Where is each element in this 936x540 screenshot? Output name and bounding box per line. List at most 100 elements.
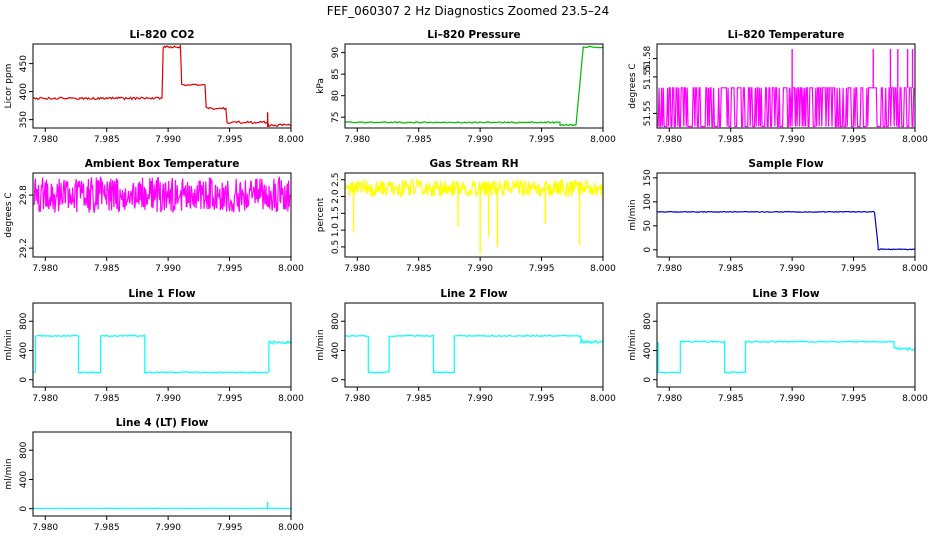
x-tick-label: 8.000 xyxy=(278,264,304,274)
panel-line2: Line 2 Flow 7.980 7.985 7.990 7.995 8.000 0 400… xyxy=(316,288,616,404)
x-tick-label: 7.995 xyxy=(217,264,243,274)
x-tick-label: 7.990 xyxy=(467,135,493,145)
x-tick-label: 8.000 xyxy=(278,394,304,404)
x-tick-label: 7.985 xyxy=(718,135,744,145)
y-tick-label: 50 xyxy=(643,220,653,232)
y-tick-label: 400 xyxy=(19,342,29,359)
y-tick-label: 2.0 xyxy=(331,189,341,204)
y-tick-label: 29.8 xyxy=(19,185,29,205)
plot-frame xyxy=(344,172,604,258)
x-tick-label: 8.000 xyxy=(278,523,304,533)
y-axis-label: ml/min xyxy=(628,199,638,230)
plot-frame xyxy=(656,43,916,129)
x-tick-label: 7.980 xyxy=(344,394,370,404)
series-line xyxy=(656,210,916,251)
y-axis-label: kPa xyxy=(316,78,326,94)
x-tick-label: 7.995 xyxy=(841,394,867,404)
x-tick-label: 8.000 xyxy=(278,135,304,145)
series-line xyxy=(33,175,291,214)
x-tick-label: 7.990 xyxy=(779,394,805,404)
y-tick-label: 800 xyxy=(19,312,29,329)
panel-co2: Li–820 CO2 7.980 7.985 7.990 7.995 8.000 350 40… xyxy=(4,29,304,145)
y-tick-label: 800 xyxy=(643,312,653,329)
y-axis-label: degrees C xyxy=(628,63,638,108)
panel-line1: Line 1 Flow 7.980 7.985 7.990 7.995 8.000 0 400… xyxy=(4,288,304,404)
series-line xyxy=(32,44,292,128)
panel-title: Line 4 (LT) Flow xyxy=(116,417,209,429)
y-tick-label: 1.5 xyxy=(331,206,341,220)
x-tick-label: 7.980 xyxy=(656,264,682,274)
x-tick-label: 7.990 xyxy=(467,394,493,404)
panel-title: Line 1 Flow xyxy=(128,288,195,300)
x-tick-label: 7.995 xyxy=(529,264,555,274)
y-tick-label: 350 xyxy=(19,111,29,128)
y-tick-label: 400 xyxy=(19,83,29,100)
y-axis-label: degrees C xyxy=(4,192,14,237)
panel-title: Li–820 Temperature xyxy=(728,29,845,41)
x-tick-label: 7.995 xyxy=(217,135,243,145)
y-axis-label: ml/min xyxy=(4,458,14,489)
y-axis-label: ml/min xyxy=(628,329,638,360)
series-line xyxy=(657,87,915,128)
panel-title: Line 3 Flow xyxy=(752,288,819,300)
x-tick-label: 7.980 xyxy=(32,394,58,404)
plot-frame xyxy=(656,302,916,388)
y-axis-label: Licor ppm xyxy=(4,64,14,109)
y-tick-label: 0 xyxy=(19,506,29,512)
x-tick-label: 8.000 xyxy=(590,264,616,274)
y-tick-label: 450 xyxy=(19,55,29,72)
panel-sample: Sample Flow 7.980 7.985 7.990 7.995 8.000 0 50 1… xyxy=(628,158,928,274)
y-tick-label: 85 xyxy=(331,68,341,79)
x-tick-label: 7.995 xyxy=(529,394,555,404)
y-tick-label: 0 xyxy=(643,247,653,253)
x-tick-label: 7.980 xyxy=(32,135,58,145)
panel-line3: Line 3 Flow 7.980 7.985 7.990 7.995 8.000 0 400… xyxy=(628,288,928,404)
x-tick-label: 8.000 xyxy=(590,394,616,404)
panel-title: Ambient Box Temperature xyxy=(85,158,240,170)
y-tick-label: 400 xyxy=(643,342,653,359)
x-tick-label: 7.980 xyxy=(32,264,58,274)
panel-line4: Line 4 (LT) Flow 7.980 7.985 7.990 7.995 8.00… xyxy=(4,417,304,533)
x-tick-label: 7.980 xyxy=(344,264,370,274)
panel-title: Li–820 Pressure xyxy=(427,29,520,41)
figure-title: FEF_060307 2 Hz Diagnostics Zoomed 23.5–… xyxy=(327,4,609,18)
plot-frame xyxy=(32,431,292,517)
panel-ambient: Ambient Box Temperature 7.980 7.985 7.990 7.… xyxy=(4,158,304,274)
panel-title: Gas Stream RH xyxy=(429,158,518,170)
series-line xyxy=(32,334,292,374)
y-axis-label: percent xyxy=(316,197,326,232)
x-tick-label: 7.995 xyxy=(841,135,867,145)
plot-frame xyxy=(32,43,292,129)
y-tick-label: 75 xyxy=(331,112,341,123)
y-tick-label: 51.55 xyxy=(643,101,653,127)
y-tick-label: 29.2 xyxy=(19,238,29,258)
series-line xyxy=(656,340,916,374)
series-line xyxy=(344,334,604,374)
panel-rh: Gas Stream RH 7.980 7.985 7.990 7.995 8.000 0.… xyxy=(316,158,616,274)
y-tick-label: 150 xyxy=(643,169,653,186)
plot-frame xyxy=(32,172,292,258)
x-tick-label: 7.985 xyxy=(406,135,432,145)
plot-frame xyxy=(344,302,604,388)
x-tick-label: 7.985 xyxy=(406,264,432,274)
x-tick-label: 8.000 xyxy=(590,135,616,145)
y-tick-label: 2.5 xyxy=(331,173,341,187)
x-tick-label: 8.000 xyxy=(902,394,928,404)
x-tick-label: 7.990 xyxy=(467,264,493,274)
x-tick-label: 7.985 xyxy=(94,264,120,274)
x-tick-label: 7.990 xyxy=(155,135,181,145)
y-tick-label: 90 xyxy=(331,47,341,59)
x-tick-label: 7.995 xyxy=(217,523,243,533)
y-axis-label: ml/min xyxy=(4,329,14,360)
x-tick-label: 8.000 xyxy=(902,264,928,274)
plot-frame xyxy=(32,302,292,388)
panel-pressure: Li–820 Pressure 7.980 7.985 7.990 7.995 8.000… xyxy=(316,29,616,145)
y-axis-label: ml/min xyxy=(316,329,326,360)
y-tick-label: 400 xyxy=(19,471,29,488)
x-tick-label: 7.980 xyxy=(344,135,370,145)
plot-frame xyxy=(656,172,916,258)
x-tick-label: 7.995 xyxy=(529,135,555,145)
x-tick-label: 7.985 xyxy=(94,394,120,404)
x-tick-label: 7.990 xyxy=(779,135,805,145)
